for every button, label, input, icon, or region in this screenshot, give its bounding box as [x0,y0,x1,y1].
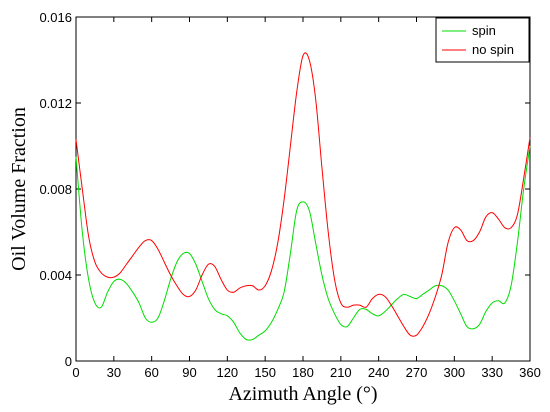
y-tick-label: 0.012 [39,96,72,111]
plot-area [75,16,531,362]
x-tick-label: 210 [330,365,352,380]
x-tick-label: 180 [292,365,314,380]
x-tick-label: 0 [72,365,79,380]
legend-label-spin: spin [472,23,496,38]
legend-label-no-spin: no spin [472,42,514,57]
x-tick-label: 240 [368,365,390,380]
x-tick-label: 360 [519,365,541,380]
y-tick-label: 0.004 [39,268,72,283]
series-line-no-spin [75,52,531,337]
y-axis-title: Oil Volume Fraction [8,107,30,271]
x-axis-ticks: 0 30 60 90 120 150 180 210 240 270 300 330 360 [72,17,541,380]
x-tick-label: 330 [481,365,503,380]
series-layer [75,52,531,341]
x-tick-label: 120 [216,365,238,380]
x-axis-title: Azimuth Angle (°) [228,383,377,405]
x-tick-label: 270 [406,365,428,380]
y-tick-label: 0.008 [39,182,72,197]
x-tick-label: 60 [144,365,158,380]
x-tick-label: 30 [107,365,121,380]
series-line-spin [75,145,531,341]
x-tick-label: 90 [182,365,196,380]
legend-box [435,17,530,63]
x-tick-label: 300 [443,365,465,380]
y-tick-label: 0.016 [39,10,72,25]
x-tick-label: 150 [254,365,276,380]
y-axis-ticks: 0 0.004 0.008 0.012 0.016 [39,10,530,369]
y-tick-label: 0 [65,354,72,369]
legend: spin no spin [435,17,530,63]
